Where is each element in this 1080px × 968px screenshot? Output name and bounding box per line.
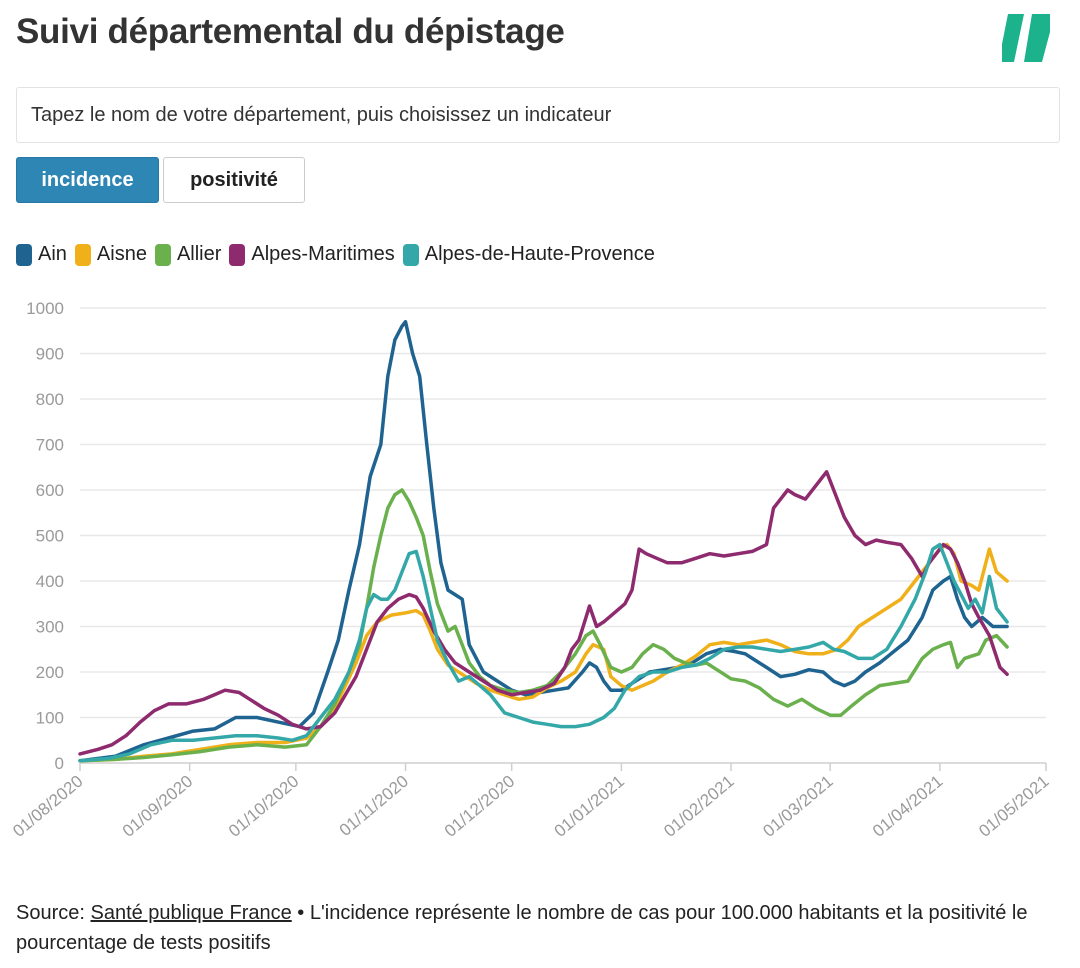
legend-swatch: [74, 243, 91, 266]
footer-note: • L'incidence représente le nombre de ca…: [16, 902, 1028, 954]
positivite-button[interactable]: positivité: [163, 157, 305, 203]
incidence-button[interactable]: incidence: [16, 157, 159, 203]
x-tick-label: 01/05/2021: [975, 772, 1052, 841]
legend-item-alpes-de-haute-provence[interactable]: Alpes-de-Haute-Provence: [402, 243, 655, 266]
y-tick-label: 600: [36, 481, 64, 500]
y-tick-label: 200: [36, 663, 64, 682]
source-link[interactable]: Santé publique France: [90, 902, 292, 924]
series-line-alpes-maritimes: [78, 470, 1009, 756]
legend-swatch: [16, 243, 32, 266]
y-tick-label: 100: [36, 709, 64, 728]
x-tick-label: 01/01/2021: [551, 772, 628, 841]
huffpost-logo-icon: [1002, 14, 1050, 62]
page-title: Suivi départemental du dépistage: [16, 12, 565, 51]
source-note: Source: Santé publique France • L'incide…: [16, 898, 1066, 958]
y-tick-label: 700: [36, 436, 64, 455]
y-tick-label: 400: [36, 572, 64, 591]
legend-item-ain[interactable]: Ain: [16, 243, 67, 266]
legend-item-alpes-maritimes[interactable]: Alpes-Maritimes: [229, 243, 395, 266]
y-tick-label: 0: [55, 754, 64, 773]
series-line-ain: [78, 319, 1009, 763]
x-tick-label: 01/12/2020: [441, 772, 518, 841]
x-tick-label: 01/02/2021: [660, 772, 737, 841]
y-tick-label: 1000: [26, 299, 64, 318]
x-tick-label: 01/08/2020: [9, 772, 86, 841]
series-line-allier: [78, 488, 1009, 763]
x-tick-label: 01/03/2021: [759, 772, 836, 841]
legend-swatch: [402, 243, 419, 266]
department-search-input[interactable]: [17, 88, 1059, 142]
x-tick-label: 01/09/2020: [119, 772, 196, 841]
legend-label: Aisne: [96, 243, 147, 265]
legend-item-allier[interactable]: Allier: [154, 243, 222, 266]
legend-label: Allier: [176, 243, 222, 265]
x-tick-label: 01/04/2021: [869, 772, 946, 841]
series-line-alpes-de-haute-provence: [78, 542, 1009, 763]
y-tick-label: 900: [36, 345, 64, 364]
x-tick-label: 01/10/2020: [225, 772, 302, 841]
department-search-field[interactable]: [16, 87, 1060, 143]
legend-label: Alpes-de-Haute-Provence: [424, 243, 655, 265]
chart-legend: Ain Aisne Allier Alpes-Maritimes Alpes-d…: [16, 243, 663, 266]
legend-item-aisne[interactable]: Aisne: [74, 243, 147, 266]
legend-label: Ain: [38, 243, 67, 265]
legend-swatch: [229, 243, 246, 266]
y-tick-label: 800: [36, 390, 64, 409]
x-tick-label: 01/11/2020: [336, 772, 412, 840]
legend-label: Alpes-Maritimes: [251, 243, 395, 265]
source-label: Source:: [16, 902, 91, 924]
y-tick-label: 500: [36, 527, 64, 546]
legend-swatch: [154, 243, 171, 266]
incidence-line-chart: 0 100 200 300 400 500 600 700 800 900 1000 01/08/20…: [9, 299, 1052, 841]
y-tick-label: 300: [36, 618, 64, 637]
